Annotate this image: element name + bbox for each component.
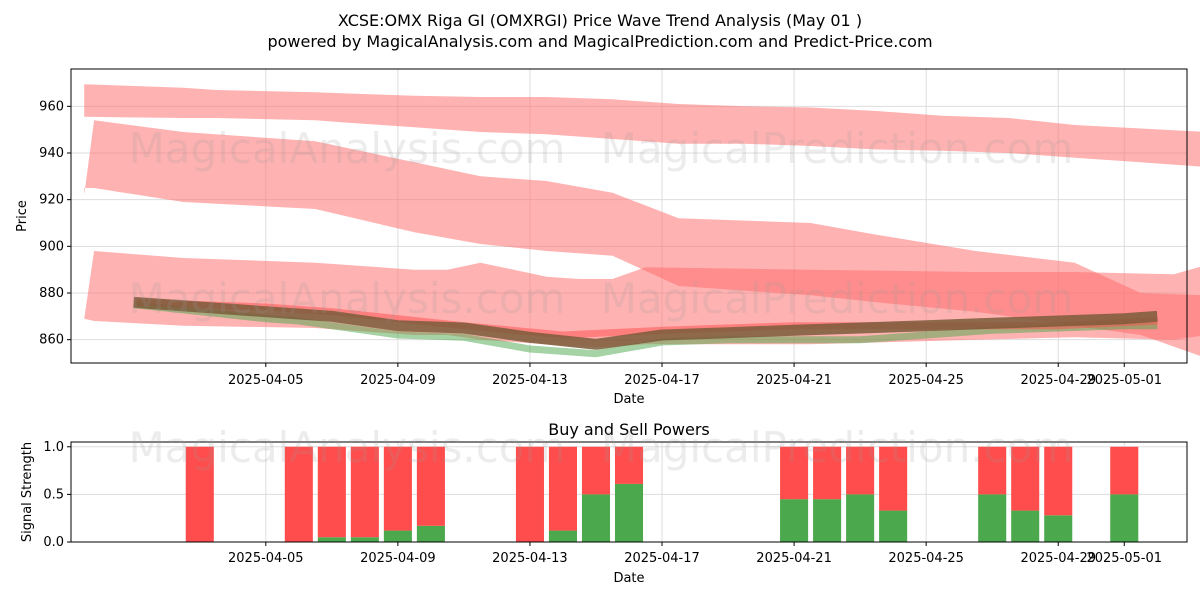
sell-bar (284, 446, 313, 542)
y-tick-label: 960 (39, 99, 64, 114)
buy-bar (581, 494, 611, 542)
x-tick-label: 2025-04-29 (1020, 373, 1096, 388)
buy-bar (548, 530, 577, 542)
buy-bar (879, 510, 908, 542)
x-tick-label: 2025-05-01 (1086, 551, 1162, 566)
sell-bar (846, 446, 875, 495)
plot-frame (70, 68, 1188, 364)
x-tick-label: 2025-04-05 (228, 551, 304, 566)
y-tick-label: 1.0 (43, 440, 64, 455)
x-tick-label: 2025-04-09 (360, 373, 436, 388)
x-tick-label: 2025-04-17 (624, 551, 700, 566)
buy-bar (1011, 510, 1040, 542)
buy-bar (1044, 515, 1073, 542)
x-tick-label: 2025-04-13 (492, 373, 568, 388)
sell-bar (548, 446, 577, 531)
x-tick-label: 2025-04-09 (360, 551, 436, 566)
y-tick-label: 0.0 (43, 535, 64, 550)
buy-bar (350, 537, 379, 542)
sell-bar (383, 446, 412, 531)
y-tick-label: 920 (39, 193, 64, 208)
chart-subtitle: powered by MagicalAnalysis.com and Magic… (267, 32, 932, 51)
x-tick-label: 2025-05-01 (1086, 373, 1162, 388)
buy-bar (383, 530, 412, 542)
buy-bar (416, 525, 445, 542)
x-axis-label: Date (613, 571, 644, 586)
sell-bar (317, 446, 346, 538)
x-tick-label: 2025-04-29 (1020, 551, 1096, 566)
buy-bar (317, 537, 346, 542)
watermark-top-right: MagicalPrediction.com (601, 124, 1074, 173)
sell-bar (1110, 446, 1139, 495)
watermark-top-left: MagicalAnalysis.com (129, 124, 566, 173)
price-wave-chart: 860 880 900 920 940 960 2025-04-05 2025-04-09 20… (15, 68, 1200, 407)
buy-sell-chart: Buy and Sell Powers 0.0 0.5 1.0 2025-04-05 20… (20, 420, 1188, 586)
x-tick-label: 2025-04-21 (756, 373, 832, 388)
series-trend-wave (133, 296, 1158, 350)
price-band-0 (84, 84, 1200, 167)
sell-bar (780, 446, 809, 500)
sell-bar (1044, 446, 1073, 516)
y-axis-label: Price (15, 200, 30, 232)
x-axis-label: Date (613, 392, 644, 407)
sell-bar (614, 446, 644, 484)
buy-bar (846, 494, 875, 542)
y-tick-label: 0.5 (43, 487, 64, 502)
buy-bar (813, 499, 842, 542)
x-tick-label: 2025-04-25 (888, 373, 964, 388)
buy-bar (780, 499, 809, 542)
series-buy-wave (133, 301, 1158, 358)
y-tick-label: 860 (39, 333, 64, 348)
watermark-bottom-right: MagicalPrediction.com (601, 423, 1074, 472)
watermark-mid-left: MagicalAnalysis.com (129, 274, 566, 323)
sell-bar (515, 446, 544, 542)
sell-bar (581, 446, 611, 495)
sell-bar (813, 446, 842, 500)
sell-bar (185, 446, 214, 542)
watermark-bottom-left: MagicalAnalysis.com (129, 423, 566, 472)
watermark-mid-right: MagicalPrediction.com (601, 274, 1074, 323)
bottom-chart-title: Buy and Sell Powers (548, 420, 710, 439)
buy-bar (978, 494, 1007, 542)
sell-bar (350, 446, 379, 538)
y-tick-label: 880 (39, 286, 64, 301)
x-tick-label: 2025-04-13 (492, 551, 568, 566)
y-tick-label: 940 (39, 146, 64, 161)
sell-bar (416, 446, 445, 526)
plot-frame (70, 441, 1188, 543)
x-tick-label: 2025-04-05 (228, 373, 304, 388)
x-tick-label: 2025-04-17 (624, 373, 700, 388)
buy-bar (614, 483, 644, 542)
chart-title: XCSE:OMX Riga GI (OMXRGI) Price Wave Tre… (338, 11, 862, 30)
x-tick-label: 2025-04-25 (888, 551, 964, 566)
sell-bar (978, 446, 1007, 495)
buy-bar (1110, 494, 1139, 542)
y-tick-label: 900 (39, 239, 64, 254)
y-axis-label: Signal Strength (20, 442, 35, 542)
x-tick-label: 2025-04-21 (756, 551, 832, 566)
sell-bar (1011, 446, 1040, 511)
sell-bar (879, 446, 908, 511)
